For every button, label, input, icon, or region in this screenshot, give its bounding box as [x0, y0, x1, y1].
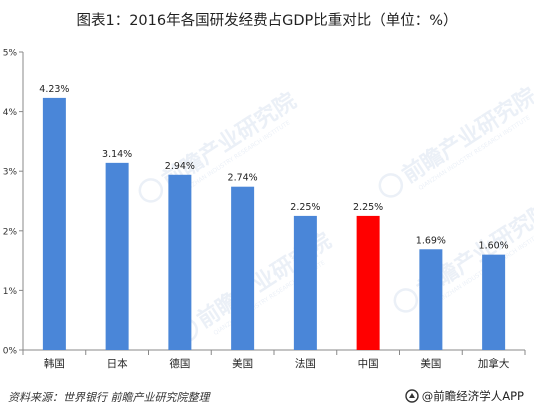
chart-footer: 资料来源：世界银行 前瞻产业研究院整理 @前瞻经济学人APP [0, 386, 534, 408]
data-label: 1.69% [416, 235, 446, 246]
data-label: 2.74% [228, 173, 258, 184]
data-label: 2.94% [165, 161, 195, 172]
data-label: 2.25% [290, 202, 320, 213]
chart-title: 图表1：2016年各国研发经费占GDP比重对比（单位：%） [76, 13, 458, 29]
brand-credit: @前瞻经济学人APP [405, 388, 524, 404]
x-category-label: 德国 [169, 357, 190, 370]
y-tick-label: 1% [3, 287, 18, 297]
axes: 0% 1% 2% 3% 4% 5% [3, 49, 526, 357]
bar [482, 254, 506, 350]
brand-text: @前瞻经济学人APP [421, 389, 524, 403]
bar [231, 186, 255, 350]
data-label: 4.23% [39, 84, 69, 95]
watermark-text: 前瞻产业研究院 [398, 83, 534, 189]
x-category-label: 韩国 [44, 357, 65, 370]
source-note: 资料来源：世界银行 前瞻产业研究院整理 [8, 391, 210, 404]
data-label: 1.60% [479, 241, 509, 252]
data-label: 3.14% [102, 149, 132, 160]
x-category-label: 美国 [232, 357, 253, 370]
data-label: 2.25% [353, 202, 383, 213]
bar [419, 249, 443, 350]
bars [42, 97, 506, 350]
bar [105, 162, 129, 350]
brand-logo-icon [405, 389, 419, 403]
bar [168, 174, 192, 350]
bar [356, 215, 380, 350]
bar [293, 215, 317, 350]
y-tick-label: 4% [3, 108, 18, 118]
y-tick-label: 0% [3, 347, 18, 357]
x-category-label: 美国 [420, 357, 441, 370]
x-category-label: 法国 [295, 357, 316, 370]
bar [42, 97, 66, 350]
y-tick-label: 5% [3, 49, 18, 59]
x-category-label: 中国 [358, 357, 379, 370]
x-category-label: 加拿大 [478, 357, 510, 370]
y-tick-label: 3% [3, 168, 18, 178]
x-category-label: 日本 [107, 357, 128, 370]
data-labels: 4.23% 韩国 3.14% 日本 2.94% 德国 2.74% 美国 2.25% 法国 2.25%… [39, 84, 510, 370]
y-tick-label: 2% [3, 227, 18, 237]
